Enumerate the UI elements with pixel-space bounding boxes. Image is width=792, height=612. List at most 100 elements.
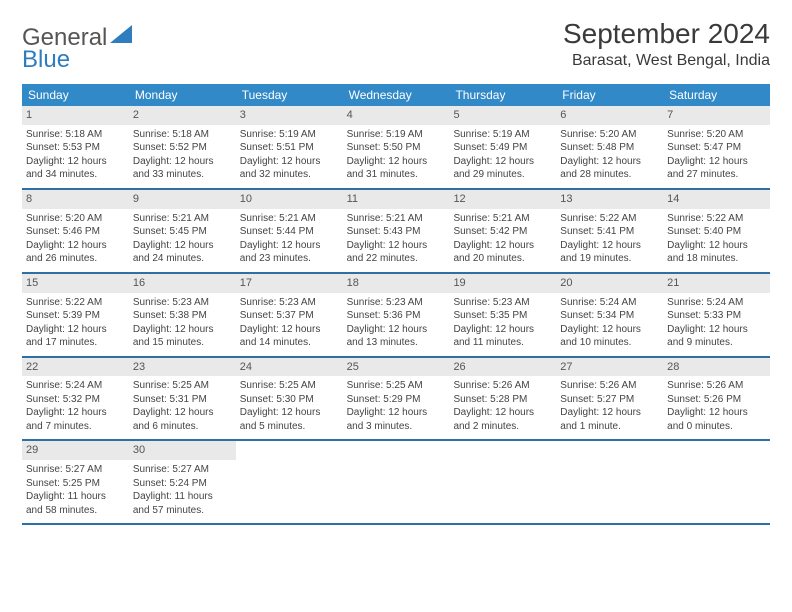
day-number: 15 <box>22 274 129 293</box>
sunset-line: Sunset: 5:47 PM <box>667 141 766 155</box>
sunset-line: Sunset: 5:36 PM <box>347 309 446 323</box>
weekday-cell: Thursday <box>449 84 556 106</box>
day-cell: 29Sunrise: 5:27 AMSunset: 5:25 PMDayligh… <box>22 441 129 523</box>
sunrise-line: Sunrise: 5:26 AM <box>667 379 766 393</box>
sunrise-line: Sunrise: 5:18 AM <box>26 128 125 142</box>
day-cell: 21Sunrise: 5:24 AMSunset: 5:33 PMDayligh… <box>663 274 770 356</box>
day-number: 16 <box>129 274 236 293</box>
day-body: Sunrise: 5:23 AMSunset: 5:35 PMDaylight:… <box>453 296 552 350</box>
title-block: September 2024 Barasat, West Bengal, Ind… <box>563 18 770 70</box>
day-cell: 30Sunrise: 5:27 AMSunset: 5:24 PMDayligh… <box>129 441 236 523</box>
sunset-line: Sunset: 5:45 PM <box>133 225 232 239</box>
sunrise-line: Sunrise: 5:20 AM <box>560 128 659 142</box>
sunset-line: Sunset: 5:50 PM <box>347 141 446 155</box>
day-cell: 19 Sunrise: 5:23 AMSunset: 5:35 PMDayligh… <box>449 274 556 356</box>
weekday-header-row: SundayMondayTuesdayWednesdayThursdayFrid… <box>22 84 770 106</box>
day-cell: . <box>449 441 556 523</box>
day-body: Sunrise: 5:25 AMSunset: 5:30 PMDaylight:… <box>240 379 339 433</box>
weekday-cell: Sunday <box>22 84 129 106</box>
day-body: Sunrise: 5:19 AMSunset: 5:51 PMDaylight:… <box>240 128 339 182</box>
daylight-line: Daylight: 12 hours and 24 minutes. <box>133 239 232 266</box>
day-number: 21 <box>663 274 770 293</box>
day-body: Sunrise: 5:20 AMSunset: 5:46 PMDaylight:… <box>26 212 125 266</box>
sunset-line: Sunset: 5:24 PM <box>133 477 232 491</box>
day-cell: . <box>663 441 770 523</box>
sunrise-line: Sunrise: 5:27 AM <box>133 463 232 477</box>
day-number: 27 <box>556 358 663 377</box>
day-cell: 23Sunrise: 5:25 AMSunset: 5:31 PMDayligh… <box>129 358 236 440</box>
sunrise-line: Sunrise: 5:18 AM <box>133 128 232 142</box>
sunset-line: Sunset: 5:32 PM <box>26 393 125 407</box>
sunrise-line: Sunrise: 5:24 AM <box>560 296 659 310</box>
sunset-line: Sunset: 5:26 PM <box>667 393 766 407</box>
week-row: 29Sunrise: 5:27 AMSunset: 5:25 PMDayligh… <box>22 441 770 525</box>
day-cell: . <box>343 441 450 523</box>
day-cell: 28Sunrise: 5:26 AMSunset: 5:26 PMDayligh… <box>663 358 770 440</box>
daylight-line: Daylight: 11 hours and 58 minutes. <box>26 490 125 517</box>
day-number: 18 <box>343 274 450 293</box>
day-number: 11 <box>343 190 450 209</box>
daylight-line: Daylight: 12 hours and 5 minutes. <box>240 406 339 433</box>
weekday-cell: Saturday <box>663 84 770 106</box>
weekday-cell: Friday <box>556 84 663 106</box>
sunset-line: Sunset: 5:53 PM <box>26 141 125 155</box>
sunrise-line: Sunrise: 5:20 AM <box>667 128 766 142</box>
sunrise-line: Sunrise: 5:22 AM <box>667 212 766 226</box>
sunrise-line: Sunrise: 5:21 AM <box>347 212 446 226</box>
weekday-cell: Tuesday <box>236 84 343 106</box>
day-cell: 15Sunrise: 5:22 AMSunset: 5:39 PMDayligh… <box>22 274 129 356</box>
day-body: Sunrise: 5:23 AMSunset: 5:36 PMDaylight:… <box>347 296 446 350</box>
daylight-line: Daylight: 12 hours and 34 minutes. <box>26 155 125 182</box>
day-number: 30 <box>129 441 236 460</box>
daylight-line: Daylight: 12 hours and 2 minutes. <box>453 406 552 433</box>
day-body: Sunrise: 5:24 AMSunset: 5:32 PMDaylight:… <box>26 379 125 433</box>
daylight-line: Daylight: 12 hours and 27 minutes. <box>667 155 766 182</box>
sunrise-line: Sunrise: 5:22 AM <box>560 212 659 226</box>
day-number: 25 <box>343 358 450 377</box>
day-cell: 6Sunrise: 5:20 AMSunset: 5:48 PMDaylight… <box>556 106 663 188</box>
day-number: 9 <box>129 190 236 209</box>
daylight-line: Daylight: 12 hours and 22 minutes. <box>347 239 446 266</box>
sunset-line: Sunset: 5:38 PM <box>133 309 232 323</box>
calendar: SundayMondayTuesdayWednesdayThursdayFrid… <box>22 84 770 525</box>
sunset-line: Sunset: 5:43 PM <box>347 225 446 239</box>
sunrise-line: Sunrise: 5:21 AM <box>453 212 552 226</box>
day-number: 20 <box>556 274 663 293</box>
daylight-line: Daylight: 12 hours and 13 minutes. <box>347 323 446 350</box>
sunset-line: Sunset: 5:35 PM <box>453 309 552 323</box>
day-body: Sunrise: 5:21 AMSunset: 5:45 PMDaylight:… <box>133 212 232 266</box>
location: Barasat, West Bengal, India <box>563 52 770 70</box>
day-number: 19 <box>449 274 556 293</box>
day-body: Sunrise: 5:18 AMSunset: 5:52 PMDaylight:… <box>133 128 232 182</box>
day-number: 17 <box>236 274 343 293</box>
sunrise-line: Sunrise: 5:19 AM <box>240 128 339 142</box>
day-body: Sunrise: 5:26 AMSunset: 5:26 PMDaylight:… <box>667 379 766 433</box>
sunrise-line: Sunrise: 5:25 AM <box>240 379 339 393</box>
week-row: 15Sunrise: 5:22 AMSunset: 5:39 PMDayligh… <box>22 274 770 358</box>
week-row: 8Sunrise: 5:20 AMSunset: 5:46 PMDaylight… <box>22 190 770 274</box>
day-number: 22 <box>22 358 129 377</box>
daylight-line: Daylight: 12 hours and 26 minutes. <box>26 239 125 266</box>
daylight-line: Daylight: 12 hours and 11 minutes. <box>453 323 552 350</box>
day-body: Sunrise: 5:21 AMSunset: 5:44 PMDaylight:… <box>240 212 339 266</box>
sunset-line: Sunset: 5:39 PM <box>26 309 125 323</box>
sunset-line: Sunset: 5:31 PM <box>133 393 232 407</box>
day-number: 5 <box>449 106 556 125</box>
day-cell: 10Sunrise: 5:21 AMSunset: 5:44 PMDayligh… <box>236 190 343 272</box>
day-cell: 11 Sunrise: 5:21 AMSunset: 5:43 PMDayligh… <box>343 190 450 272</box>
sunrise-line: Sunrise: 5:21 AM <box>133 212 232 226</box>
day-cell: 4Sunrise: 5:19 AMSunset: 5:50 PMDaylight… <box>343 106 450 188</box>
daylight-line: Daylight: 12 hours and 32 minutes. <box>240 155 339 182</box>
sunset-line: Sunset: 5:33 PM <box>667 309 766 323</box>
daylight-line: Daylight: 12 hours and 1 minute. <box>560 406 659 433</box>
daylight-line: Daylight: 12 hours and 3 minutes. <box>347 406 446 433</box>
day-number: 23 <box>129 358 236 377</box>
day-cell: 13Sunrise: 5:22 AMSunset: 5:41 PMDayligh… <box>556 190 663 272</box>
daylight-line: Daylight: 12 hours and 0 minutes. <box>667 406 766 433</box>
day-body: Sunrise: 5:20 AMSunset: 5:47 PMDaylight:… <box>667 128 766 182</box>
day-body: Sunrise: 5:24 AMSunset: 5:34 PMDaylight:… <box>560 296 659 350</box>
daylight-line: Daylight: 12 hours and 29 minutes. <box>453 155 552 182</box>
daylight-line: Daylight: 12 hours and 10 minutes. <box>560 323 659 350</box>
day-body: Sunrise: 5:22 AMSunset: 5:40 PMDaylight:… <box>667 212 766 266</box>
day-number: 12 <box>449 190 556 209</box>
